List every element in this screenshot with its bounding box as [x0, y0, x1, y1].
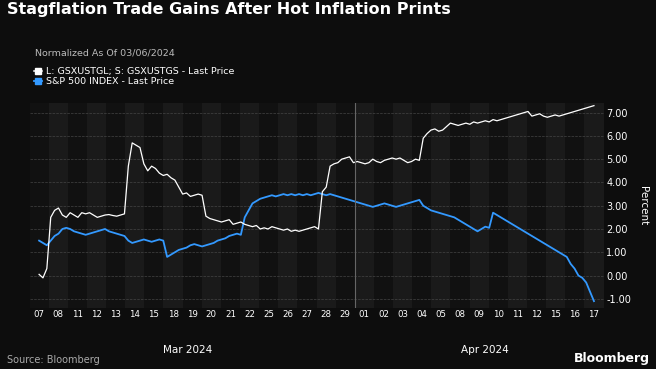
Bar: [259, 103, 278, 308]
Bar: [336, 103, 355, 308]
Bar: [163, 103, 182, 308]
Bar: [489, 103, 508, 308]
Bar: [49, 103, 68, 308]
Bar: [527, 103, 546, 308]
Bar: [221, 103, 240, 308]
Bar: [565, 103, 584, 308]
Bar: [508, 103, 527, 308]
Bar: [451, 103, 470, 308]
Bar: [278, 103, 297, 308]
Bar: [584, 103, 604, 308]
Text: Bloomberg: Bloomberg: [573, 352, 649, 365]
Bar: [68, 103, 87, 308]
Bar: [240, 103, 259, 308]
Text: Stagflation Trade Gains After Hot Inflation Prints: Stagflation Trade Gains After Hot Inflat…: [7, 2, 450, 17]
Bar: [546, 103, 565, 308]
Text: Source: Bloomberg: Source: Bloomberg: [7, 355, 99, 365]
Bar: [470, 103, 489, 308]
Bar: [432, 103, 451, 308]
Bar: [374, 103, 393, 308]
Bar: [30, 103, 49, 308]
Text: Mar 2024: Mar 2024: [163, 345, 213, 355]
Bar: [182, 103, 202, 308]
Bar: [106, 103, 125, 308]
Bar: [297, 103, 316, 308]
Bar: [412, 103, 432, 308]
Bar: [125, 103, 144, 308]
Legend: L: GSXUSTGL; S: GSXUSTGS - Last Price, S&P 500 INDEX - Last Price: L: GSXUSTGL; S: GSXUSTGS - Last Price, S…: [34, 67, 234, 86]
Text: Normalized As Of 03/06/2024: Normalized As Of 03/06/2024: [35, 48, 175, 57]
Bar: [87, 103, 106, 308]
Bar: [202, 103, 221, 308]
Bar: [144, 103, 163, 308]
Text: Apr 2024: Apr 2024: [461, 345, 508, 355]
Bar: [316, 103, 336, 308]
Bar: [355, 103, 374, 308]
Bar: [393, 103, 412, 308]
Y-axis label: Percent: Percent: [638, 186, 648, 225]
